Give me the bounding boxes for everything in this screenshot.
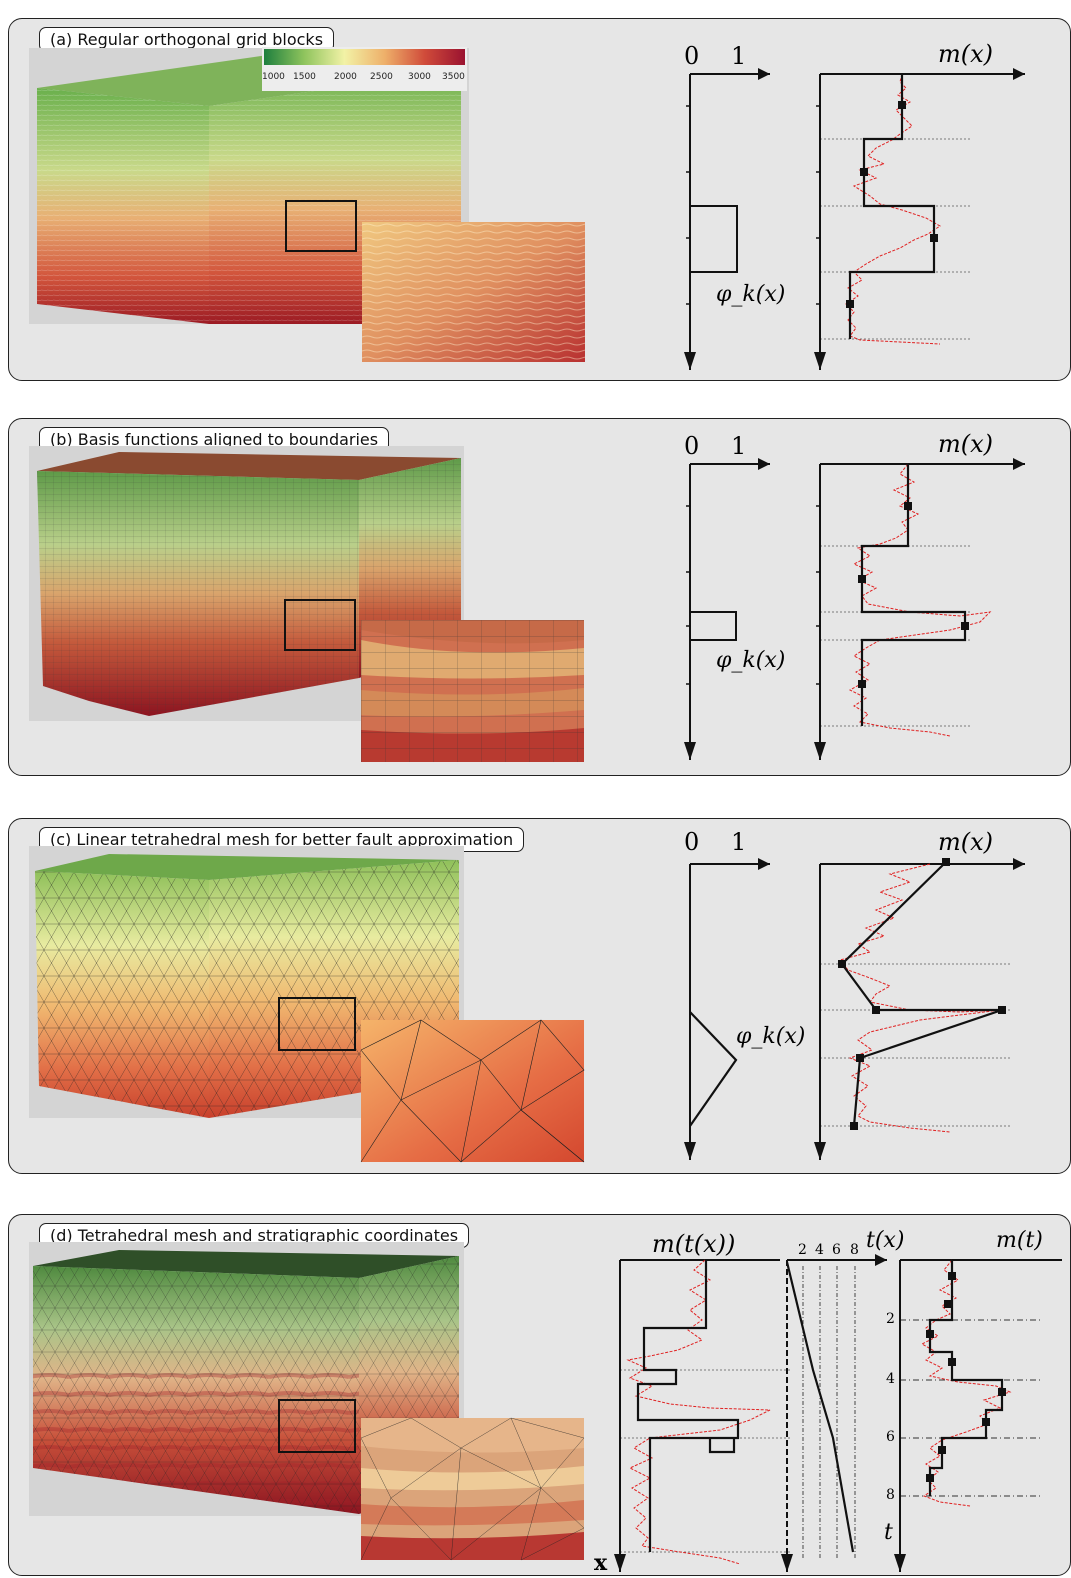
axis-one-label: 1 — [731, 432, 747, 460]
panel-a-title: (a) Regular orthogonal grid blocks — [39, 27, 335, 52]
axis-zero-label: 0 — [684, 432, 700, 460]
colorbar-tick: 2000 — [334, 72, 357, 82]
basis-function-plot-a — [684, 68, 770, 370]
colorbar: 1000 1500 2000 2500 3000 3500 — [262, 47, 467, 91]
basis-function-label: φ_k(x) — [736, 1024, 806, 1049]
colorbar-tick: 3000 — [408, 72, 431, 82]
basis-function-plot-b — [684, 458, 770, 760]
zoom-inset-linear-tetrahedral — [360, 1019, 585, 1163]
colorbar-tick: 3500 — [442, 72, 465, 82]
axis-zero-label: 0 — [684, 42, 700, 70]
model-function-label: m(x) — [938, 828, 994, 856]
cube-render-linear-tetrahedral — [29, 846, 464, 1118]
zoom-inset-aligned-basis — [361, 620, 584, 762]
zoom-region-box — [278, 1399, 356, 1453]
zoom-inset-regular-grid — [362, 222, 585, 362]
t-axis-label: t — [884, 1520, 893, 1545]
tx-tick: 6 — [832, 1242, 841, 1258]
tx-label: t(x) — [866, 1228, 905, 1253]
model-function-label: m(x) — [938, 430, 994, 458]
t-tick: 6 — [886, 1429, 895, 1445]
model-function-label: m(x) — [938, 40, 994, 68]
tx-tick: 8 — [850, 1242, 859, 1258]
model-profile-plot-a — [814, 68, 1025, 370]
zoom-region-box — [285, 200, 357, 252]
model-tx-label: m(t(x)) — [652, 1230, 736, 1258]
basis-function-plot-c — [684, 858, 770, 1160]
colorbar-tick: 1000 — [262, 72, 285, 82]
basis-function-label: φ_k(x) — [716, 282, 786, 307]
cube-render-aligned-basis — [29, 446, 464, 721]
t-tick: 2 — [886, 1311, 895, 1327]
stratigraphic-coordinate-plot — [781, 1254, 887, 1572]
t-tick: 4 — [886, 1371, 895, 1387]
model-t-plot — [894, 1259, 1062, 1572]
colorbar-tick: 1500 — [293, 72, 316, 82]
basis-function-label: φ_k(x) — [716, 648, 786, 673]
colorbar-tick: 2500 — [370, 72, 393, 82]
colorbar-gradient — [264, 49, 465, 65]
model-profile-plot-d — [614, 1259, 790, 1572]
model-profile-plot-b — [814, 458, 1025, 760]
zoom-region-box — [284, 599, 356, 651]
mt-label: m(t) — [996, 1228, 1043, 1253]
axis-one-label: 1 — [731, 42, 747, 70]
t-tick: 8 — [886, 1487, 895, 1503]
axis-one-label: 1 — [731, 828, 747, 856]
axis-zero-label: 0 — [684, 828, 700, 856]
zoom-inset-stratigraphic — [360, 1417, 585, 1561]
tx-tick: 2 — [798, 1242, 807, 1258]
x-axis-label: x — [594, 1550, 608, 1576]
model-profile-plot-c — [814, 858, 1025, 1160]
zoom-region-box — [278, 997, 356, 1051]
tx-tick: 4 — [815, 1242, 824, 1258]
